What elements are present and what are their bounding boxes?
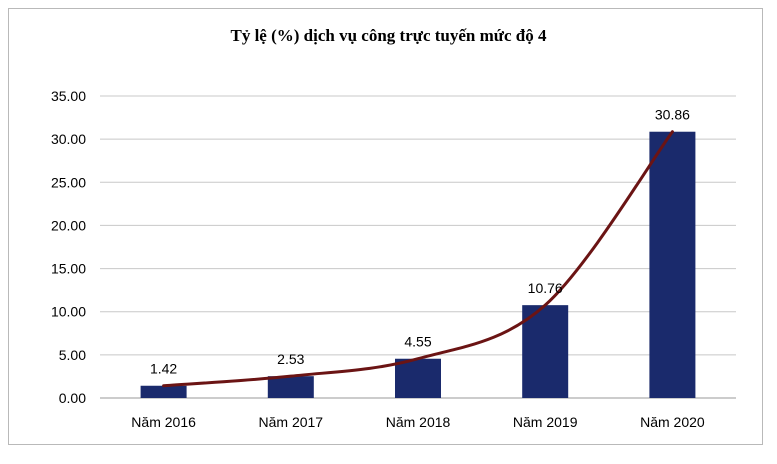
y-tick-label: 35.00 xyxy=(51,88,86,104)
x-tick-label: Năm 2020 xyxy=(640,414,705,430)
x-tick-label: Năm 2018 xyxy=(386,414,451,430)
data-label: 4.55 xyxy=(404,334,431,350)
y-tick-label: 25.00 xyxy=(51,174,86,190)
y-tick-label: 20.00 xyxy=(51,217,86,233)
data-label: 30.86 xyxy=(655,107,690,123)
bar xyxy=(140,385,187,398)
data-label: 1.42 xyxy=(150,361,177,377)
chart-title: Tỷ lệ (%) dịch vụ công trực tuyến mức độ… xyxy=(230,26,547,45)
bar xyxy=(267,376,314,398)
chart-frame xyxy=(8,8,763,445)
data-labels: 1.42 2.53 4.55 10.76 30.86 xyxy=(150,107,690,377)
y-tick-label: 15.00 xyxy=(51,261,86,277)
y-axis-ticks: 0.00 5.00 10.00 15.00 20.00 25.00 30.00 35.00 xyxy=(51,88,86,406)
y-tick-label: 5.00 xyxy=(59,347,86,363)
y-tick-label: 10.00 xyxy=(51,304,86,320)
y-tick-label: 30.00 xyxy=(51,131,86,147)
x-axis-ticks: Năm 2016 Năm 2017 Năm 2018 Năm 2019 Năm 2020 xyxy=(131,414,705,430)
trend-line xyxy=(162,130,674,388)
x-tick-label: Năm 2016 xyxy=(131,414,196,430)
data-label: 10.76 xyxy=(528,280,563,296)
trend-line-path xyxy=(162,130,674,388)
bar xyxy=(395,358,441,398)
bar xyxy=(522,305,569,398)
x-tick-label: Năm 2017 xyxy=(259,414,324,430)
y-tick-label: 0.00 xyxy=(59,390,86,406)
gridlines xyxy=(100,95,736,399)
data-label: 2.53 xyxy=(277,351,304,367)
bar xyxy=(649,131,696,398)
x-tick-label: Năm 2019 xyxy=(513,414,578,430)
bars xyxy=(140,131,696,398)
